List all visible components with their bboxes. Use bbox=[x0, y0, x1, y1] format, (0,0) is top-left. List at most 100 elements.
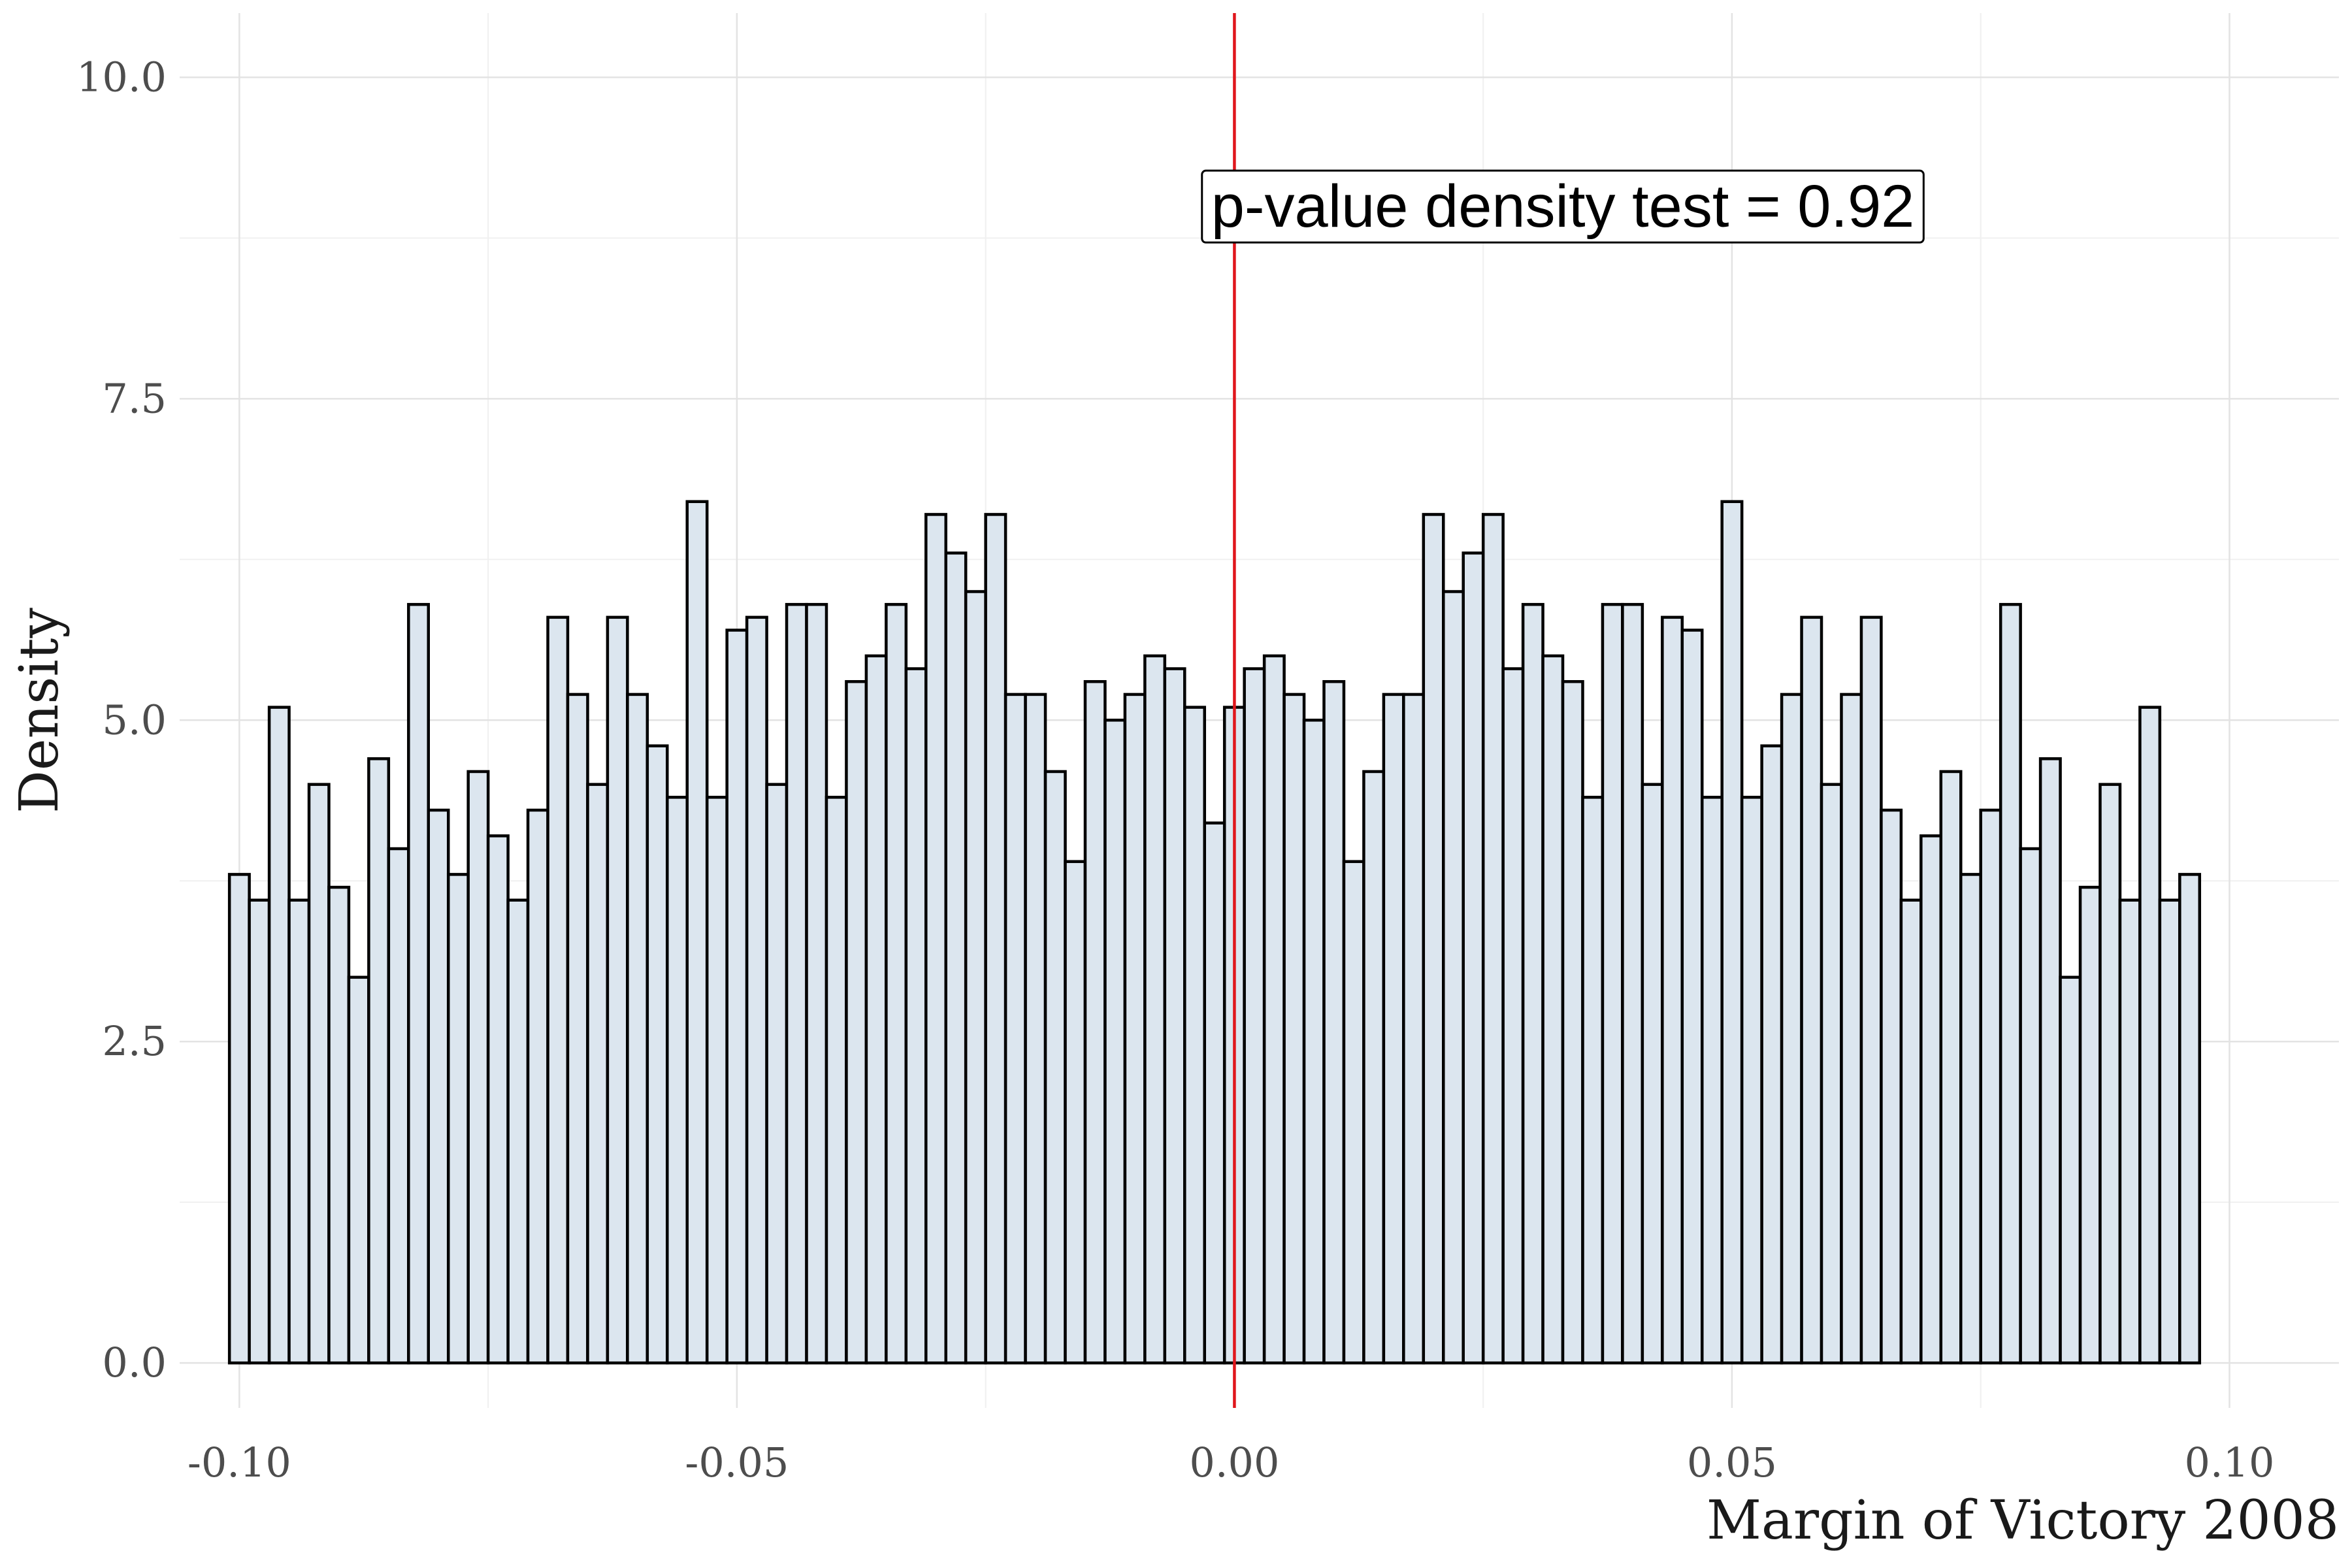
histogram-bar bbox=[1581, 796, 1605, 1365]
histogram-bar bbox=[1820, 783, 1843, 1365]
histogram-bar bbox=[1979, 808, 2002, 1365]
histogram-bar bbox=[486, 834, 510, 1365]
histogram-bar bbox=[1561, 679, 1584, 1365]
annotation: p-value density test = 0.92 bbox=[1201, 169, 1925, 244]
histogram-bar bbox=[1880, 808, 1903, 1365]
histogram-bar bbox=[407, 602, 431, 1365]
histogram-bar bbox=[446, 873, 470, 1365]
histogram-bar bbox=[1740, 796, 1763, 1365]
histogram-bar bbox=[944, 551, 968, 1365]
histogram-bar bbox=[1541, 654, 1565, 1365]
histogram-bar bbox=[705, 796, 728, 1365]
histogram-bar bbox=[1302, 719, 1326, 1365]
histogram-bar bbox=[546, 615, 570, 1365]
histogram-bar bbox=[1024, 693, 1047, 1365]
annotation-box bbox=[1201, 169, 1925, 244]
histogram-bar bbox=[626, 693, 649, 1365]
histogram-bar bbox=[1680, 629, 1704, 1365]
histogram-bar bbox=[2138, 706, 2162, 1365]
y-tick-label: 2.5 bbox=[102, 1017, 167, 1065]
histogram-bar bbox=[387, 847, 410, 1365]
histogram-bar bbox=[1322, 679, 1346, 1365]
histogram-bar bbox=[1362, 770, 1386, 1365]
y-tick-label: 0.0 bbox=[102, 1339, 167, 1386]
histogram-bar bbox=[645, 744, 669, 1365]
histogram-bar bbox=[864, 654, 888, 1365]
histogram-bar bbox=[1243, 667, 1266, 1365]
histogram-bar bbox=[1203, 821, 1226, 1365]
histogram-bar bbox=[1183, 706, 1206, 1365]
y-tick-label: 5.0 bbox=[102, 696, 167, 743]
histogram-bar bbox=[227, 873, 251, 1365]
histogram-bar bbox=[785, 602, 808, 1365]
histogram-bar bbox=[964, 590, 987, 1365]
histogram-bar bbox=[1382, 693, 1405, 1365]
histogram-bar bbox=[666, 796, 689, 1365]
x-axis-title: Margin of Victory 2008 bbox=[1707, 1490, 2339, 1552]
histogram-bar bbox=[1840, 693, 1863, 1365]
histogram-bar bbox=[845, 679, 868, 1365]
histogram-bar bbox=[1939, 770, 1963, 1365]
histogram-bar bbox=[1720, 500, 1744, 1365]
histogram-bar bbox=[685, 500, 709, 1365]
x-tick-label: -0.05 bbox=[685, 1439, 789, 1486]
histogram-bar bbox=[307, 783, 331, 1365]
y-axis-title: Density bbox=[8, 607, 71, 813]
histogram-bar bbox=[1422, 513, 1445, 1365]
histogram-bar bbox=[1899, 898, 1923, 1365]
histogram-bar bbox=[2178, 873, 2202, 1365]
histogram-bar bbox=[1661, 615, 1684, 1365]
histogram-bar bbox=[1521, 602, 1544, 1365]
histogram-bar bbox=[1103, 719, 1127, 1365]
histogram-bar bbox=[984, 513, 1007, 1365]
histogram-bar bbox=[367, 757, 391, 1365]
histogram-bar bbox=[1043, 770, 1067, 1365]
histogram-bar bbox=[1919, 834, 1943, 1365]
histogram-bar bbox=[1959, 873, 1982, 1365]
histogram-bar bbox=[1601, 602, 1624, 1365]
histogram-bar bbox=[466, 770, 490, 1365]
histogram-bars bbox=[227, 500, 2202, 1365]
histogram-bar bbox=[2118, 898, 2142, 1365]
histogram-bar bbox=[924, 513, 947, 1365]
histogram-bar bbox=[1760, 744, 1784, 1365]
histogram-bar bbox=[805, 602, 828, 1365]
histogram-bar bbox=[825, 796, 848, 1365]
histogram-bar bbox=[347, 975, 370, 1365]
histogram-bar bbox=[1143, 654, 1167, 1365]
histogram-bar bbox=[248, 898, 271, 1365]
histogram-bar bbox=[1442, 590, 1465, 1365]
histogram-bar bbox=[1123, 693, 1147, 1365]
histogram-bar bbox=[2099, 783, 2122, 1365]
histogram-bar bbox=[2038, 757, 2062, 1365]
histogram-bar bbox=[1780, 693, 1803, 1365]
histogram-bar bbox=[1800, 615, 1823, 1365]
tick-labels: -0.10 -0.05 0.00 0.05 0.10 0.0 2.5 5.0 7.5 10.0 bbox=[76, 53, 2275, 1486]
histogram-bar bbox=[1462, 551, 1485, 1365]
histogram-bar bbox=[1859, 615, 1883, 1365]
histogram-bar bbox=[1999, 602, 2022, 1365]
histogram-bar bbox=[566, 693, 589, 1365]
histogram-bar bbox=[1481, 513, 1505, 1365]
histogram-bar bbox=[2078, 885, 2102, 1365]
histogram-bar bbox=[1701, 796, 1723, 1365]
histogram-bar bbox=[745, 615, 768, 1365]
histogram-bar bbox=[1282, 693, 1306, 1365]
x-tick-label: -0.10 bbox=[188, 1439, 291, 1486]
x-tick-label: 0.00 bbox=[1189, 1439, 1279, 1486]
y-tick-label: 10.0 bbox=[76, 53, 167, 101]
histogram-bar bbox=[725, 629, 749, 1365]
histogram-bar bbox=[506, 898, 530, 1365]
histogram-bar bbox=[2158, 898, 2181, 1365]
histogram-bar bbox=[765, 783, 789, 1365]
histogram-bar bbox=[606, 615, 629, 1365]
y-tick-label: 7.5 bbox=[102, 374, 167, 422]
annotation-text: p-value density test = 0.92 bbox=[1211, 173, 1915, 240]
histogram-bar bbox=[1004, 693, 1027, 1365]
histogram-bar bbox=[1262, 654, 1286, 1365]
histogram-bar bbox=[1402, 693, 1426, 1365]
x-tick-label: 0.05 bbox=[1687, 1439, 1777, 1486]
histogram-bar bbox=[1083, 679, 1107, 1365]
histogram-bar bbox=[1641, 783, 1664, 1365]
